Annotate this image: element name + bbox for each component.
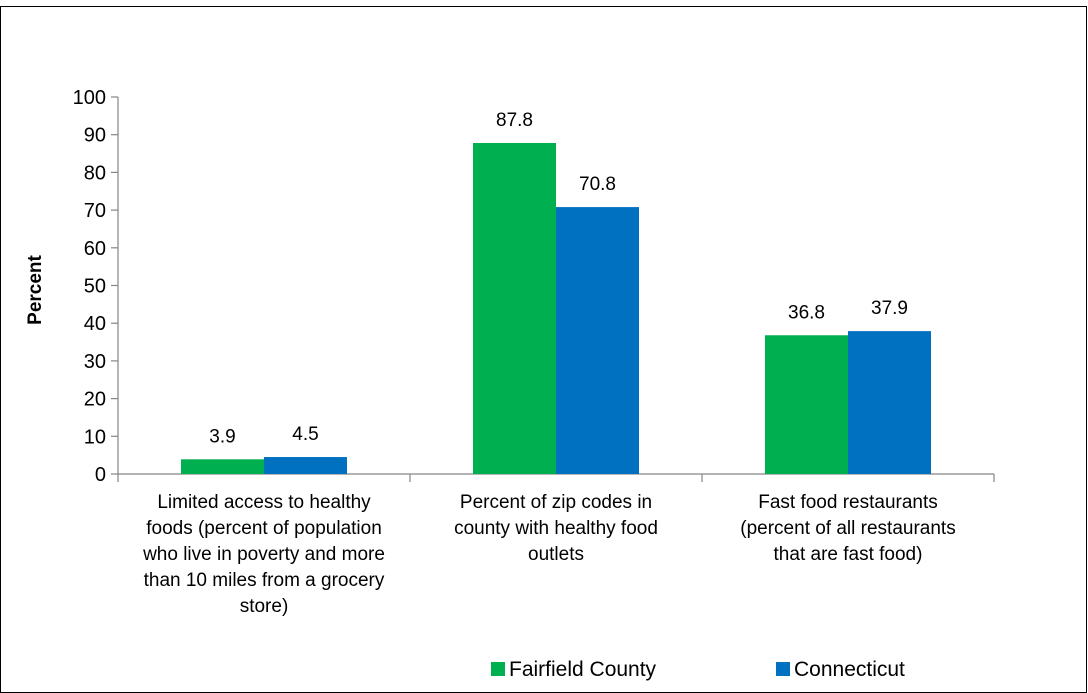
bar-fairfield-1: [473, 142, 556, 474]
bar-connecticut-0: [264, 457, 347, 474]
bar-fairfield-0: [181, 459, 264, 474]
category-label-line: Limited access to healthy: [157, 492, 371, 513]
y-tick-label: 60: [84, 238, 106, 260]
data-label: 3.9: [209, 426, 235, 447]
legend: Fairfield County Connecticut: [491, 658, 905, 681]
y-tick-label: 40: [84, 313, 106, 335]
y-tick-label: 0: [95, 464, 106, 486]
data-label: 87.8: [496, 110, 533, 131]
category-label-line: foods (percent of population: [146, 518, 382, 539]
category-label-line: county with healthy food: [454, 518, 658, 539]
y-tick-label: 30: [84, 351, 106, 373]
data-label: 4.5: [292, 424, 318, 445]
y-tick-label: 100: [73, 87, 106, 109]
y-axis-title: Percent: [25, 254, 46, 324]
axes: 0 10 20 30 40 50 60 70 80 90 100: [73, 87, 995, 486]
bar-connecticut-1: [556, 207, 639, 475]
category-label-line: Percent of zip codes in: [460, 492, 652, 513]
category-label-line: that are fast food): [774, 544, 923, 565]
legend-swatch-connecticut: [776, 662, 790, 676]
category-label-line: (percent of all restaurants: [740, 518, 955, 539]
bars: [181, 142, 931, 475]
category-label-line: than 10 miles from a grocery: [144, 570, 385, 591]
category-label-line: Fast food restaurants: [758, 492, 938, 513]
category-labels: Limited access to healthy foods (percent …: [142, 492, 956, 617]
y-tick-label: 70: [84, 200, 106, 222]
legend-label: Connecticut: [794, 658, 905, 681]
category-label: Limited access to healthy foods (percent …: [142, 492, 385, 617]
category-label: Percent of zip codes in county with healt…: [454, 492, 658, 565]
y-tick-label: 50: [84, 276, 106, 298]
bar-connecticut-2: [848, 331, 931, 474]
legend-label: Fairfield County: [509, 658, 657, 681]
legend-swatch-fairfield: [491, 662, 505, 676]
category-label-line: outlets: [528, 544, 584, 565]
data-label: 70.8: [579, 174, 616, 195]
category-label: Fast food restaurants (percent of all res…: [740, 492, 955, 565]
category-label-line: store): [240, 596, 289, 617]
y-tick-label: 20: [84, 389, 106, 411]
bar-fairfield-2: [765, 335, 848, 474]
category-label-line: who live in poverty and more: [142, 544, 385, 565]
y-tick-label: 10: [84, 426, 106, 448]
y-tick-label: 90: [84, 125, 106, 147]
data-label: 36.8: [788, 302, 825, 323]
data-label: 37.9: [871, 298, 908, 319]
data-labels: 3.9 87.8 36.8 4.5 70.8 37.9: [209, 110, 908, 447]
y-tick-label: 80: [84, 162, 106, 184]
